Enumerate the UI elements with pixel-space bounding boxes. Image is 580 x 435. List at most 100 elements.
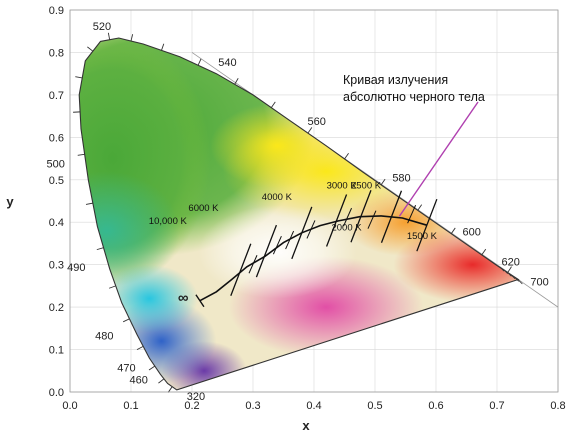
isotemperature-line: [291, 206, 313, 260]
annotation-text: Кривая излучения: [343, 73, 448, 87]
locus-tick: [107, 32, 111, 40]
spectral-locus-outline: [78, 37, 520, 391]
locus-tick: [450, 227, 456, 234]
wavelength-label: 580: [392, 172, 410, 184]
x-tick-label: 0.6: [428, 400, 443, 412]
y-tick-label: 0.3: [49, 260, 64, 272]
locus-tick: [96, 247, 104, 251]
y-tick-label: 0.1: [49, 345, 64, 357]
temperature-label: 10,000 K: [149, 216, 188, 227]
locus-tick: [161, 43, 165, 51]
spectral-locus: [73, 32, 523, 393]
locus-tick: [130, 34, 134, 42]
isotemperature-line: [325, 194, 348, 247]
wavelength-label: 560: [308, 116, 326, 128]
temperature-label: 1500 K: [407, 231, 438, 242]
infinity-cap: [195, 294, 205, 308]
planck-minor-tick: [407, 204, 417, 224]
locus-tick: [481, 248, 487, 256]
color-blob: [198, 205, 357, 299]
labels: 0.0 0.1 0.2 0.3 0.4 0.5 0.6 0.7 0.8 0.0 0.1 0.2 0.3 0…: [6, 5, 565, 433]
locus-tick: [136, 345, 144, 351]
wavelength-label: 470: [117, 362, 135, 374]
wavelength-label: 700: [530, 277, 548, 289]
y-tick-label: 0.9: [49, 5, 64, 17]
locus-tick: [307, 127, 313, 134]
x-axis-title: x: [302, 418, 310, 433]
planck-minor-tick: [343, 207, 353, 227]
locus-tick: [75, 76, 83, 79]
temperature-label: 4000 K: [262, 192, 293, 203]
locus-tick: [87, 46, 94, 52]
annotation-text: абсолютно черного тела: [343, 90, 485, 104]
y-tick-label: 0.8: [49, 47, 64, 59]
x-tick-label: 0.4: [306, 400, 321, 412]
plot-frame: [69, 9, 559, 393]
temperature-label: 2500 K: [351, 180, 382, 191]
planck-minor-tick: [248, 255, 258, 274]
x-tick-label: 0.0: [62, 400, 77, 412]
y-tick-label: 0.6: [49, 132, 64, 144]
locus-tick: [85, 202, 93, 205]
wavelength-label: 600: [462, 227, 480, 239]
locus-tick: [417, 204, 423, 211]
locus-tick: [507, 266, 512, 273]
planck-minor-tick: [367, 210, 377, 229]
locus-tick: [344, 153, 349, 160]
wavelength-label: 520: [93, 21, 111, 33]
locus-tick: [148, 365, 156, 371]
temperature-label: 3000 K: [327, 181, 358, 192]
wavelength-label: 480: [95, 331, 113, 343]
x-tick-label: 0.5: [367, 400, 382, 412]
planck-minor-tick: [272, 235, 282, 255]
wavelength-label: 540: [218, 57, 236, 69]
y-tick-label: 0.2: [49, 302, 64, 314]
y-axis-title: y: [6, 194, 14, 209]
locus-tick: [514, 277, 519, 282]
locus-tick: [197, 58, 202, 66]
isotemperature-line: [416, 198, 438, 252]
wavelength-label: 500: [47, 159, 65, 171]
locus-tick: [234, 77, 239, 85]
y-tick-label: 0.5: [49, 175, 64, 187]
axes: [69, 9, 559, 393]
locus-tick: [518, 279, 523, 285]
locus-tick: [380, 178, 386, 186]
locus-tick: [507, 272, 512, 277]
annotation-leader-line: [398, 101, 479, 217]
planck-minor-tick: [306, 220, 316, 239]
x-tick-label: 0.3: [245, 400, 260, 412]
isotemperature-line: [255, 224, 278, 278]
planck-minor-tick: [285, 230, 295, 250]
y-tick-label: 0.4: [49, 217, 64, 229]
isotemperature-line: [350, 190, 372, 243]
locus-tick: [510, 274, 516, 280]
wavelength-label: 460: [129, 374, 147, 386]
x-tick-label: 0.2: [184, 400, 199, 412]
locus-tick: [77, 153, 85, 156]
locus-tick: [158, 378, 165, 384]
locus-tick: [122, 318, 130, 323]
y-tick-label: 0.7: [49, 90, 64, 102]
x-tick-label: 0.1: [123, 400, 138, 412]
locus-tick: [167, 386, 173, 393]
isotemperature-line: [230, 243, 252, 296]
planckian-locus: [195, 101, 479, 308]
y-tick-label: 0.0: [49, 387, 64, 399]
isotemperature-line: [380, 190, 403, 243]
locus-tick: [109, 285, 116, 289]
temperature-label: 6000 K: [188, 203, 219, 214]
locus-tick: [270, 101, 276, 108]
wavelength-label: 490: [67, 262, 85, 274]
wavelength-label: 320: [187, 391, 205, 403]
x-tick-label: 0.8: [550, 400, 565, 412]
locus-tick: [499, 266, 505, 272]
temperature-label: 2000 K: [331, 223, 362, 234]
x-tick-label: 0.7: [489, 400, 504, 412]
wavelength-label: 620: [502, 256, 520, 268]
temperature-label: ∞: [178, 290, 189, 307]
color-blob: [79, 171, 180, 291]
locus-tick: [503, 269, 508, 275]
